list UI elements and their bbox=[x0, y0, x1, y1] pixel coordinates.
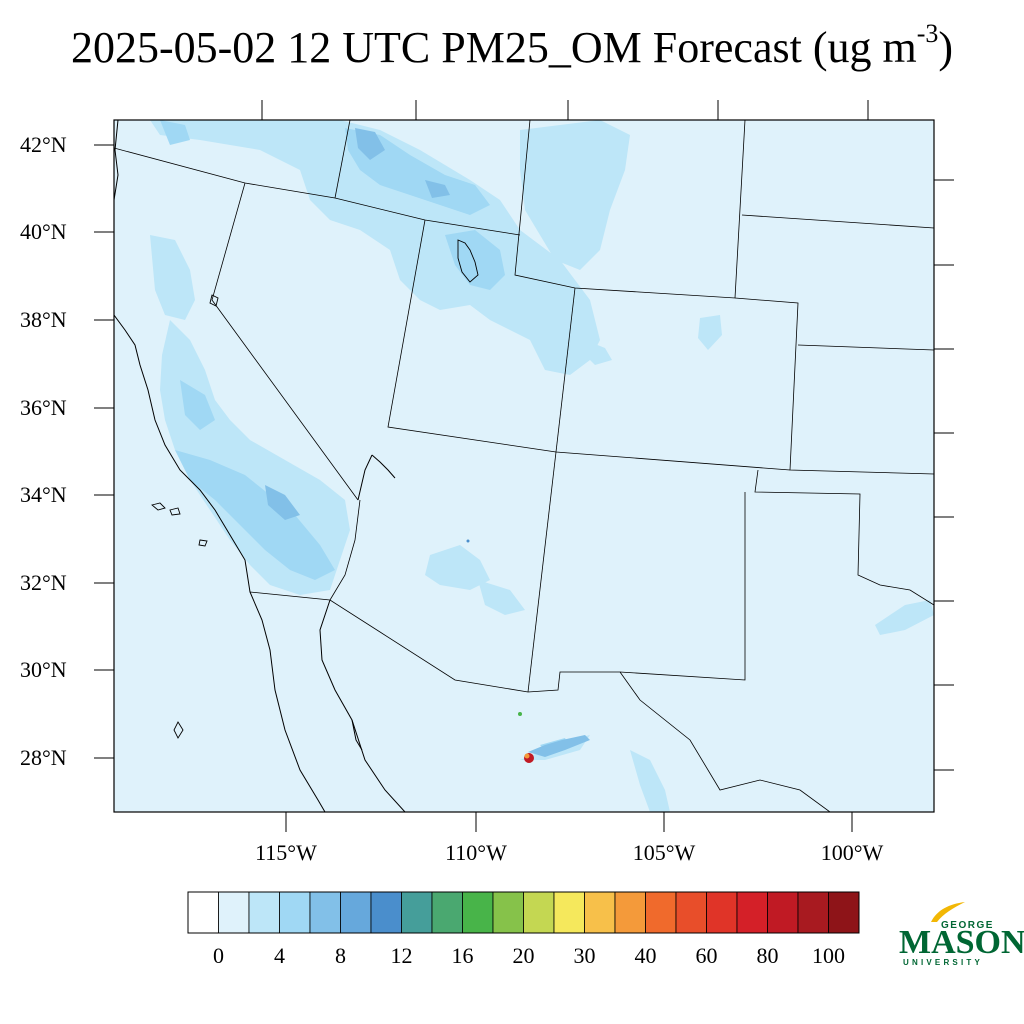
colorbar-label: 4 bbox=[274, 943, 285, 968]
colorbar-cell bbox=[462, 891, 494, 934]
logo-line-mason: MASON bbox=[899, 924, 1024, 961]
colorbar-cell bbox=[248, 891, 280, 934]
colorbar-label: 100 bbox=[812, 943, 845, 968]
colorbar-cell bbox=[584, 891, 616, 934]
colorbar-label: 8 bbox=[335, 943, 346, 968]
colorbar-cell bbox=[370, 891, 402, 934]
concentration-level-3 bbox=[265, 128, 450, 520]
logo-swoosh-icon bbox=[931, 902, 965, 922]
colorbar-cell bbox=[553, 891, 585, 934]
colorbar-label: 12 bbox=[390, 943, 413, 968]
colorbar-label: 30 bbox=[573, 943, 596, 968]
colorbar-outline bbox=[187, 891, 860, 934]
title-main: 2025-05-02 12 UTC PM25_OM Forecast (ug m bbox=[70, 23, 917, 72]
lat-label-36: 36°N bbox=[20, 395, 67, 420]
colorbar-cell bbox=[401, 891, 433, 934]
lat-label-34: 34°N bbox=[20, 482, 67, 507]
colorbar-label: 0 bbox=[213, 943, 224, 968]
colorbar-cell bbox=[614, 891, 646, 934]
colorbar-cell bbox=[492, 891, 524, 934]
fire-hotspot bbox=[466, 539, 590, 763]
lon-label-115: 115°W bbox=[255, 840, 317, 865]
lon-label-100: 100°W bbox=[820, 840, 884, 865]
concentration-fields bbox=[114, 120, 934, 812]
lon-label-105: 105°W bbox=[632, 840, 696, 865]
colorbar bbox=[187, 891, 860, 934]
map-frame bbox=[113, 119, 935, 813]
lat-label-32: 32°N bbox=[20, 570, 67, 595]
colorbar-cell bbox=[187, 891, 219, 934]
colorbar-cell bbox=[828, 891, 860, 934]
colorbar-label: 16 bbox=[451, 943, 474, 968]
colorbar-label: 60 bbox=[695, 943, 718, 968]
map-title: 2025-05-02 12 UTC PM25_OM Forecast (ug m… bbox=[0, 19, 1024, 73]
coastlines bbox=[114, 120, 406, 812]
lat-label-30: 30°N bbox=[20, 657, 67, 682]
lat-label-40: 40°N bbox=[20, 219, 67, 244]
title-superscript: -3 bbox=[916, 19, 939, 49]
colorbar-label: 40 bbox=[634, 943, 657, 968]
colorbar-cell bbox=[218, 891, 250, 934]
colorbar-cell bbox=[431, 891, 463, 934]
logo-line-university: UNIVERSITY bbox=[903, 958, 984, 967]
colorbar-cell bbox=[736, 891, 768, 934]
lon-label-110: 110°W bbox=[445, 840, 507, 865]
colorbar-cell bbox=[340, 891, 372, 934]
map-ticks bbox=[94, 100, 954, 832]
lakes-and-islands bbox=[151, 239, 479, 739]
title-close: ) bbox=[938, 23, 954, 72]
colorbar-label: 20 bbox=[512, 943, 535, 968]
colorbar-cell bbox=[767, 891, 799, 934]
colorbar-cell bbox=[523, 891, 555, 934]
colorbar-cell bbox=[645, 891, 677, 934]
george-mason-logo: GEORGE MASON UNIVERSITY bbox=[897, 900, 1024, 970]
colorbar-cell bbox=[706, 891, 738, 934]
colorbar-cell bbox=[309, 891, 341, 934]
colorbar-cell bbox=[797, 891, 829, 934]
lat-label-42: 42°N bbox=[20, 132, 67, 157]
colorbar-cell bbox=[279, 891, 311, 934]
colorbar-label: 80 bbox=[756, 943, 779, 968]
lat-label-38: 38°N bbox=[20, 307, 67, 332]
lat-label-28: 28°N bbox=[20, 745, 67, 770]
colorbar-cell bbox=[675, 891, 707, 934]
logo-line-george: GEORGE bbox=[941, 920, 994, 931]
